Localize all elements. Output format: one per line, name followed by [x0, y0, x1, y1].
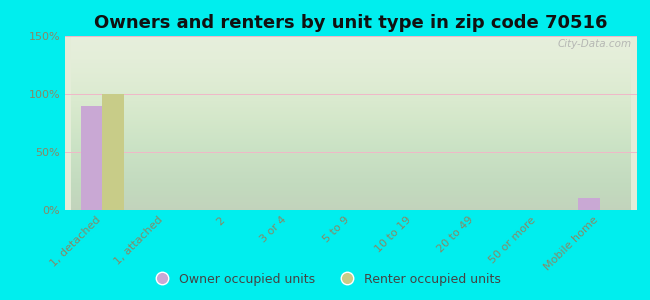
Bar [81, 106, 102, 210]
Bar [578, 198, 600, 210]
Title: Owners and renters by unit type in zip code 70516: Owners and renters by unit type in zip c… [94, 14, 608, 32]
Text: City-Data.com: City-Data.com [557, 40, 631, 50]
Bar [102, 94, 124, 210]
Legend: Owner occupied units, Renter occupied units: Owner occupied units, Renter occupied un… [144, 268, 506, 291]
